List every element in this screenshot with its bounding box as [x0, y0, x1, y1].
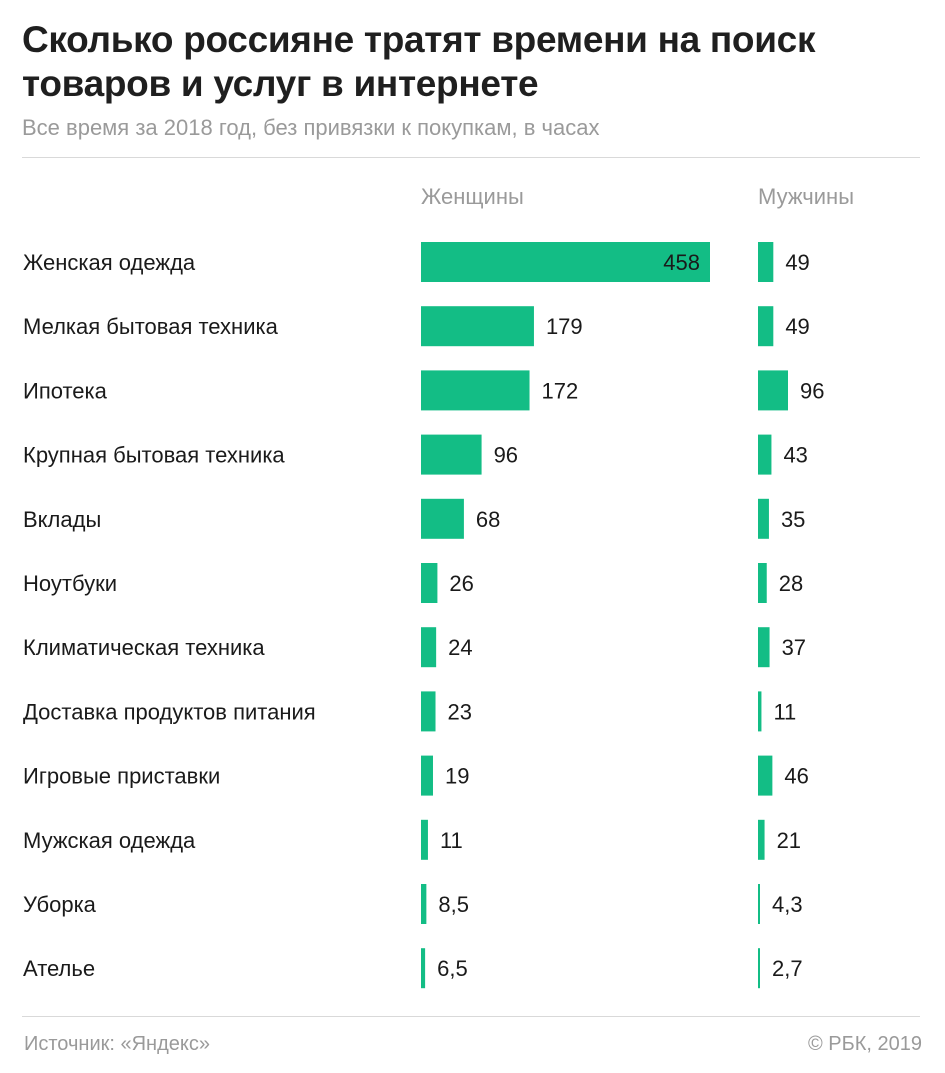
value-label-men: 49 [785, 250, 809, 275]
bar-women [421, 306, 534, 347]
value-label-women: 172 [542, 378, 579, 403]
value-label-men: 35 [781, 507, 805, 532]
series-header-women: Женщины [421, 184, 524, 209]
value-label-women: 96 [494, 443, 518, 468]
bar-women [421, 370, 530, 411]
bar-women [421, 819, 428, 860]
value-label-men: 2,7 [772, 956, 803, 981]
bar-women [421, 434, 482, 475]
copyright-note: © РБК, 2019 [807, 1033, 922, 1055]
bar-men [758, 242, 774, 282]
value-label-women: 24 [448, 635, 472, 660]
bar-men [758, 434, 772, 475]
value-label-women: 68 [476, 507, 500, 532]
value-label-women: 8,5 [438, 892, 469, 917]
category-label: Уборка [23, 892, 97, 917]
bar-men [758, 691, 762, 732]
value-label-women: 6,5 [437, 956, 468, 981]
bar-women [421, 627, 437, 668]
category-label: Мелкая бытовая техника [23, 314, 279, 339]
value-label-men: 49 [785, 314, 809, 339]
value-label-women: 11 [440, 828, 463, 853]
value-label-women: 23 [448, 699, 472, 724]
bar-women [421, 691, 436, 732]
bar-men [758, 370, 788, 411]
value-label-men: 4,3 [772, 892, 803, 917]
value-label-women: 179 [546, 314, 583, 339]
category-label: Ипотека [23, 378, 108, 403]
value-label-men: 46 [784, 764, 808, 789]
bar-women [421, 884, 427, 924]
chart-title: Сколько россияне тратят времени на поиск… [22, 19, 816, 104]
bar-men [758, 755, 773, 796]
category-label: Крупная бытовая техника [23, 443, 285, 468]
bar-men [758, 306, 774, 347]
series-header-men: Мужчины [758, 184, 855, 209]
bar-men [758, 948, 760, 989]
value-label-men: 28 [779, 571, 803, 596]
category-label: Ноутбуки [23, 571, 117, 596]
value-label-men: 43 [783, 443, 807, 468]
bar-men [758, 819, 765, 860]
bar-women [421, 563, 438, 603]
value-label-men: 21 [777, 828, 801, 853]
bar-men [758, 627, 770, 668]
chart-subtitle: Все время за 2018 год, без привязки к по… [22, 115, 600, 140]
category-label: Доставка продуктов питания [23, 699, 316, 724]
category-label: Мужская одежда [23, 828, 196, 853]
bar-women [421, 755, 433, 796]
category-label: Вклады [23, 507, 101, 532]
top-divider [22, 157, 920, 158]
category-label: Ателье [23, 956, 95, 981]
value-label-women: 19 [445, 764, 469, 789]
value-label-women: 26 [449, 571, 473, 596]
source-note: Источник: «Яндекс» [24, 1033, 210, 1055]
bar-women [421, 242, 710, 282]
bottom-divider [22, 1016, 920, 1017]
bar-women [421, 498, 464, 539]
bar-men [758, 563, 767, 603]
bar-men [758, 884, 760, 924]
value-label-men: 11 [773, 699, 796, 724]
category-label: Игровые приставки [23, 764, 220, 789]
category-label: Женская одежда [23, 250, 196, 275]
category-label: Климатическая техника [23, 635, 265, 660]
value-label-women: 458 [663, 250, 700, 275]
value-label-men: 37 [782, 635, 806, 660]
value-label-men: 96 [800, 378, 824, 403]
bar-women [421, 948, 426, 989]
bar-men [758, 498, 769, 539]
